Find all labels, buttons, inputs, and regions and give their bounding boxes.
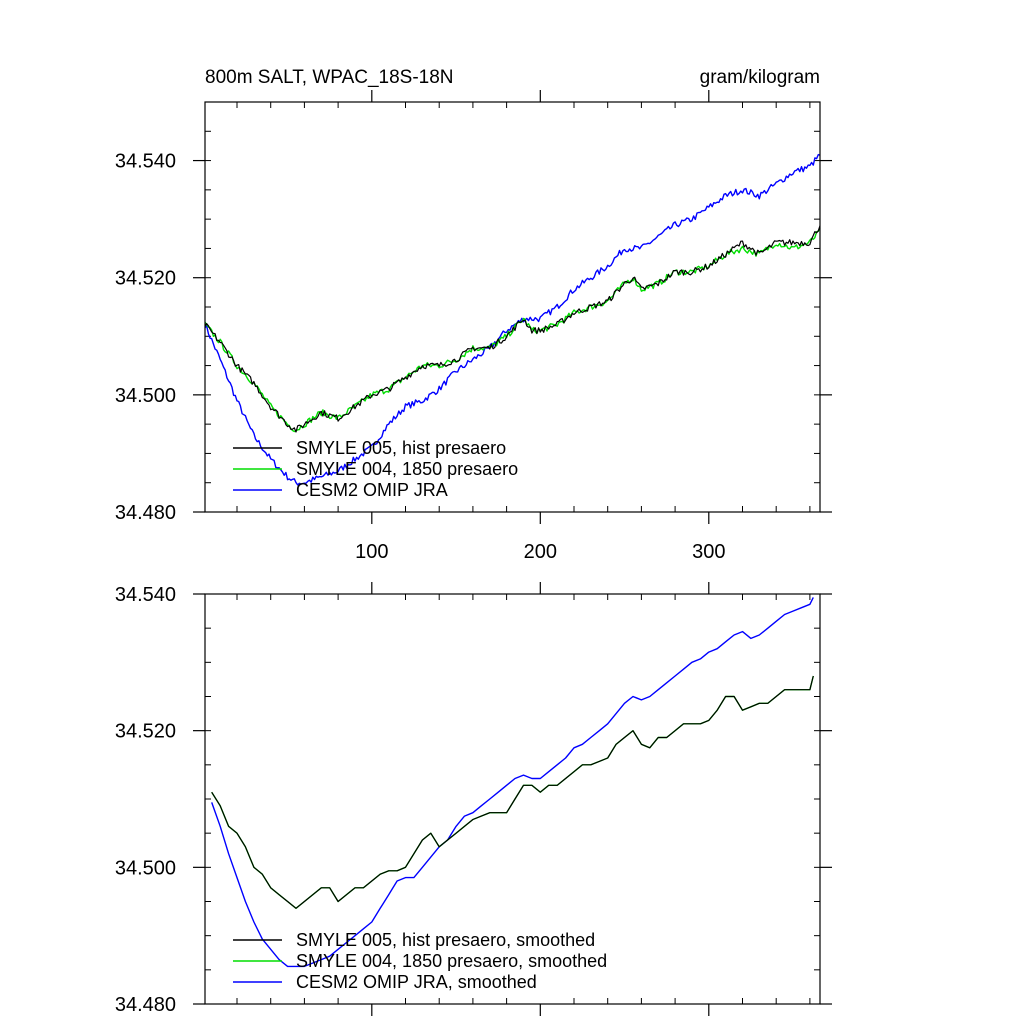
x-tick-label: 300 [692,541,725,563]
x-tick-label: 100 [355,541,388,563]
bottom-panel: 34.480 34.500 34.520 34.540 SMYLE 005, hist… [115,582,832,1016]
legend-label: SMYLE 005, hist presaero [296,438,506,458]
series-line-2 [211,597,814,968]
top-panel-ticks: 34.480 34.500 34.520 34.540 100 200 300 [115,90,832,563]
top-panel-frame [204,101,821,513]
y-tick-label: 34.500 [115,857,176,879]
top-panel-series [204,153,821,486]
bottom-panel-legend: SMYLE 005, hist presaero, smoothedSMYLE … [233,930,607,992]
legend-label: SMYLE 004, 1850 presaero, smoothed [296,951,607,971]
legend-label: CESM2 OMIP JRA [296,480,448,500]
legend-label: SMYLE 005, hist presaero, smoothed [296,930,595,950]
x-tick-label: 200 [524,541,557,563]
y-tick-label: 34.480 [115,502,176,524]
y-tick-label: 34.540 [115,584,176,606]
legend-label: SMYLE 004, 1850 presaero [296,459,518,479]
bottom-panel-frame [204,593,821,1005]
series-line-1 [211,675,814,909]
top-panel: 800m SALT, WPAC_18S-18N gram/kilogram 34… [115,67,832,563]
series-line-2 [204,153,821,486]
series-line-0 [204,225,821,433]
bottom-panel-series [211,597,814,968]
y-tick-label: 34.480 [115,994,176,1016]
legend-label: CESM2 OMIP JRA, smoothed [296,972,537,992]
y-tick-label: 34.540 [115,151,176,173]
top-panel-units: gram/kilogram [700,67,820,88]
bottom-panel-ticks: 34.480 34.500 34.520 34.540 [115,582,832,1016]
y-tick-label: 34.520 [115,268,176,290]
y-tick-label: 34.500 [115,385,176,407]
series-line-0 [211,675,814,909]
top-panel-title: 800m SALT, WPAC_18S-18N [205,67,454,88]
y-tick-label: 34.520 [115,721,176,743]
